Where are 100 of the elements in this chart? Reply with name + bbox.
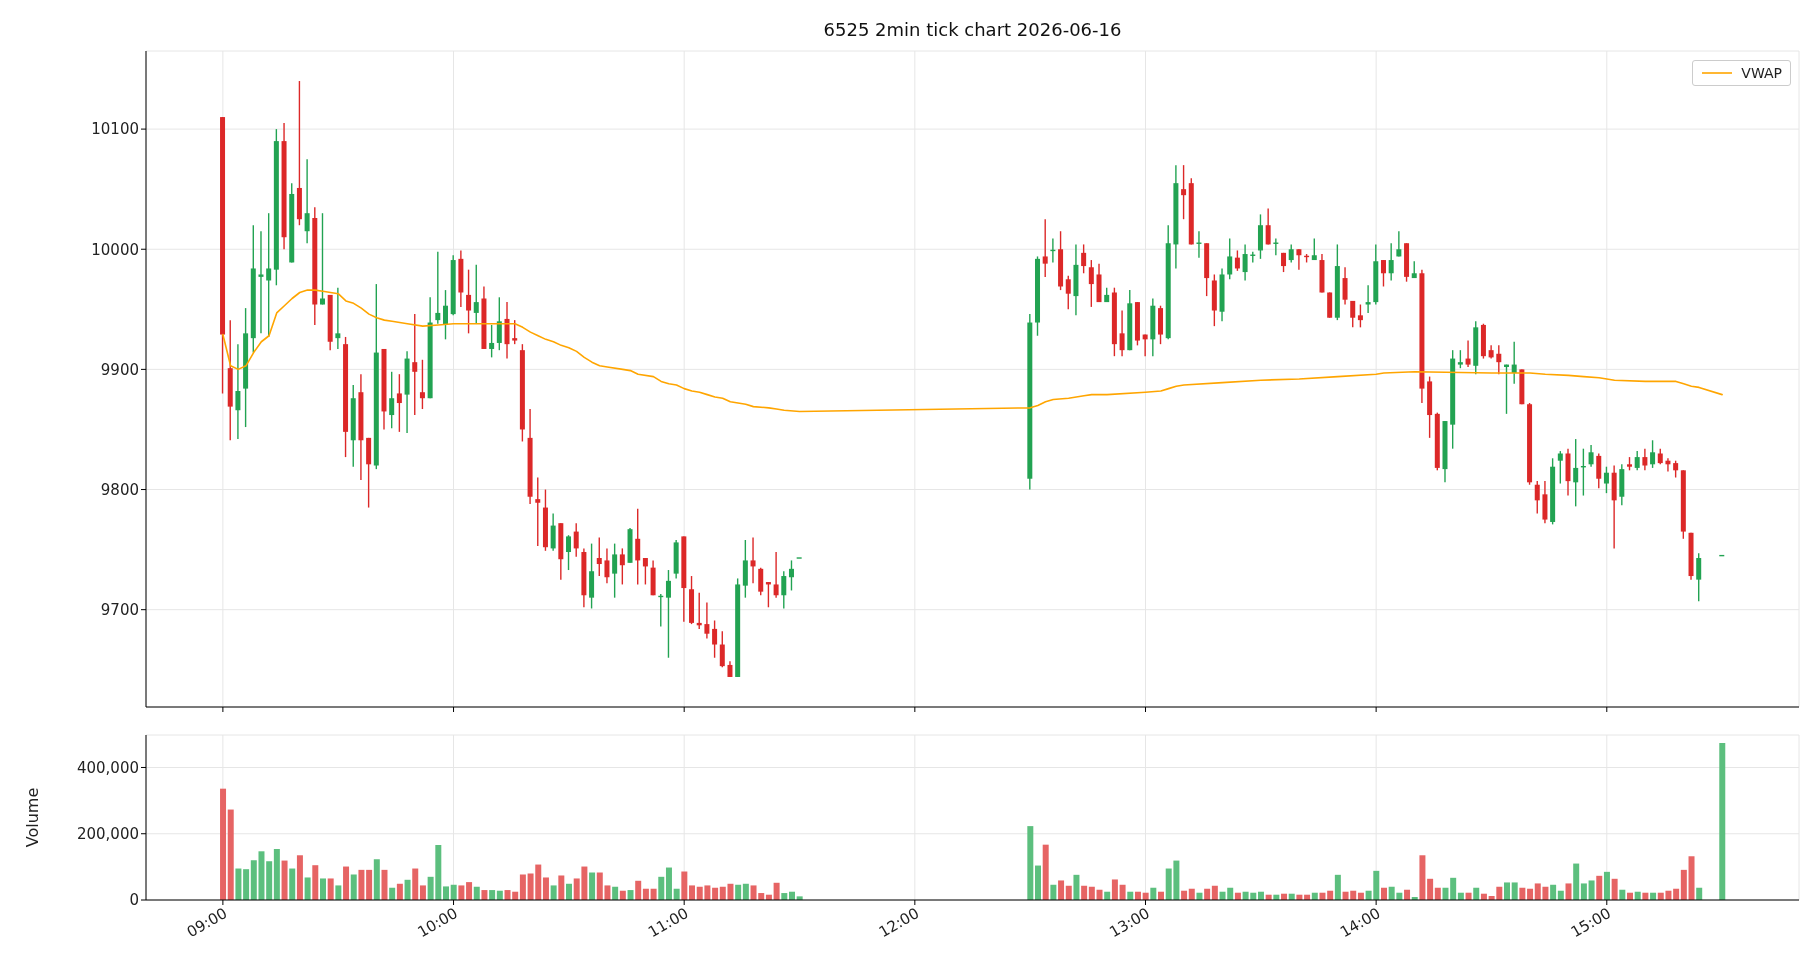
candlestick [1119, 309, 1125, 357]
y-tick-label: 400,000 [76, 758, 139, 777]
bar [1550, 884, 1557, 900]
bar [373, 859, 380, 900]
bar [443, 886, 449, 900]
candlestick [1557, 450, 1563, 485]
bar [1042, 844, 1049, 900]
candlestick [512, 319, 518, 345]
candlestick [1465, 339, 1471, 368]
candlestick [1396, 230, 1402, 258]
candlestick [258, 230, 264, 335]
candlestick [1081, 243, 1087, 274]
candlestick [1696, 552, 1702, 602]
bar [665, 867, 672, 900]
candlestick [1265, 207, 1271, 246]
bar [1573, 863, 1580, 900]
bar [343, 866, 350, 900]
bar [1211, 885, 1218, 900]
bar [312, 865, 319, 900]
candlestick [443, 289, 448, 341]
candlestick [635, 508, 641, 586]
bar [689, 885, 696, 900]
y-tick-label: 0 [129, 891, 139, 910]
candlestick [266, 212, 272, 338]
bar [1565, 883, 1572, 900]
bar [473, 886, 480, 900]
candlestick [1242, 243, 1248, 282]
bar [404, 879, 411, 900]
candlestick [473, 264, 479, 325]
bar [358, 869, 365, 900]
bar [1419, 855, 1426, 900]
candlestick [489, 324, 495, 359]
bar [742, 883, 749, 900]
bar [381, 869, 388, 900]
bar [658, 876, 665, 900]
candlestick [1065, 274, 1071, 311]
bar [735, 884, 742, 900]
candlestick [466, 268, 472, 335]
bar [296, 855, 303, 900]
candlestick [1357, 303, 1363, 329]
bar [1450, 877, 1457, 900]
bar [1719, 742, 1726, 900]
bar [327, 878, 334, 900]
candlestick [758, 566, 764, 596]
candlestick [642, 557, 648, 586]
candlestick [335, 286, 341, 350]
candlestick [619, 547, 625, 586]
candlestick [435, 250, 441, 325]
bar [1058, 880, 1065, 900]
y-tick-label: 9800 [100, 480, 139, 499]
y-tick-label: 10000 [91, 240, 139, 259]
bar [1035, 865, 1042, 900]
candlestick [1042, 218, 1048, 278]
bar [1596, 875, 1603, 900]
candlestick [604, 547, 610, 584]
candlestick [1634, 450, 1640, 472]
candlestick [1181, 164, 1187, 220]
bar [1081, 885, 1088, 900]
bar [366, 869, 373, 900]
bar [681, 871, 688, 900]
y-tick-label: 9700 [100, 601, 139, 620]
bar [1504, 882, 1510, 900]
bar [458, 885, 465, 900]
candlestick [1496, 344, 1502, 375]
candlestick [235, 343, 241, 440]
bar [1027, 826, 1034, 900]
bar [1050, 884, 1057, 900]
candlestick [596, 536, 602, 577]
candlestick [665, 569, 671, 659]
bar [635, 880, 642, 900]
bar [466, 882, 473, 900]
y-tick-label: 200,000 [76, 825, 139, 844]
bar [335, 885, 342, 900]
candlestick [550, 512, 556, 552]
bar [396, 883, 403, 900]
bar [1065, 885, 1072, 900]
candlestick [1457, 349, 1463, 369]
candlestick [788, 559, 794, 592]
y-axis-title: Volume [22, 787, 42, 848]
bar [243, 869, 250, 900]
bar [773, 882, 780, 900]
candlestick [1288, 243, 1294, 264]
candlestick [1227, 237, 1233, 280]
candlestick [1603, 466, 1609, 494]
bar [289, 868, 296, 900]
bar [566, 883, 573, 900]
bar [412, 868, 419, 900]
bar [266, 861, 273, 900]
candlestick [1296, 248, 1302, 271]
bar [1611, 878, 1618, 900]
candlestick [1088, 259, 1094, 308]
candlestick [412, 313, 418, 416]
candlestick [396, 373, 402, 433]
candlestick [1388, 242, 1394, 282]
legend-label: VWAP [1741, 65, 1782, 81]
bar [1088, 886, 1095, 900]
candlestick [535, 476, 541, 547]
candlestick [1234, 249, 1240, 272]
bar [1119, 884, 1126, 900]
candlestick [1365, 284, 1371, 314]
